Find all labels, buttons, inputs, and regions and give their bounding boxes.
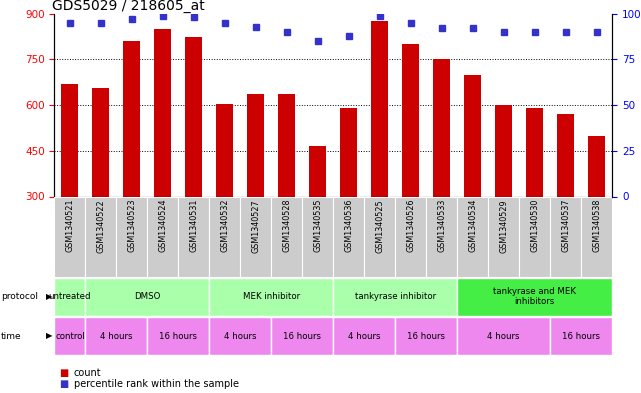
Text: 4 hours: 4 hours [348, 332, 381, 340]
Bar [457, 278, 612, 316]
Text: count: count [74, 367, 101, 378]
Text: GSM1340528: GSM1340528 [282, 199, 292, 252]
Text: ■: ■ [59, 367, 68, 378]
Bar [85, 317, 147, 355]
Text: GSM1340529: GSM1340529 [499, 199, 508, 253]
Bar [124, 41, 140, 196]
Bar [495, 105, 512, 196]
Bar [550, 317, 612, 355]
Text: percentile rank within the sample: percentile rank within the sample [74, 379, 238, 389]
Text: GSM1340534: GSM1340534 [468, 199, 478, 252]
Bar [85, 278, 210, 316]
Bar [310, 146, 326, 196]
Bar [117, 196, 147, 277]
Bar [581, 196, 612, 277]
Text: GSM1340532: GSM1340532 [221, 199, 229, 252]
Text: GSM1340537: GSM1340537 [561, 199, 570, 252]
Text: 16 hours: 16 hours [283, 332, 321, 340]
Text: 4 hours: 4 hours [100, 332, 133, 340]
Text: GSM1340530: GSM1340530 [530, 199, 539, 252]
Text: tankyrase and MEK
inhibitors: tankyrase and MEK inhibitors [493, 287, 576, 307]
Bar [395, 317, 457, 355]
Bar [526, 108, 543, 196]
Text: GSM1340526: GSM1340526 [406, 199, 415, 252]
Bar [185, 37, 203, 197]
Text: time: time [1, 332, 21, 340]
Text: protocol: protocol [1, 292, 38, 301]
Bar [333, 317, 395, 355]
Bar [271, 196, 303, 277]
Text: GSM1340533: GSM1340533 [437, 199, 446, 252]
Bar [488, 196, 519, 277]
Text: ▶: ▶ [46, 292, 53, 301]
Text: control: control [55, 332, 85, 340]
Text: 16 hours: 16 hours [562, 332, 600, 340]
Text: DMSO: DMSO [134, 292, 161, 301]
Bar [217, 104, 233, 196]
Text: 4 hours: 4 hours [224, 332, 256, 340]
Bar [557, 114, 574, 196]
Bar [85, 196, 117, 277]
Text: 4 hours: 4 hours [487, 332, 520, 340]
Bar [403, 44, 419, 196]
Bar [92, 88, 110, 196]
Bar [178, 196, 210, 277]
Bar [210, 278, 333, 316]
Bar [457, 317, 550, 355]
Text: GSM1340524: GSM1340524 [158, 199, 167, 252]
Bar [54, 196, 85, 277]
Bar [588, 136, 605, 196]
Bar [54, 278, 85, 316]
Bar [62, 84, 78, 196]
Text: MEK inhibitor: MEK inhibitor [243, 292, 300, 301]
Text: GSM1340535: GSM1340535 [313, 199, 322, 252]
Bar [364, 196, 395, 277]
Bar [426, 196, 457, 277]
Text: untreated: untreated [49, 292, 91, 301]
Text: GSM1340521: GSM1340521 [65, 199, 74, 252]
Text: GSM1340522: GSM1340522 [96, 199, 106, 253]
Text: 16 hours: 16 hours [160, 332, 197, 340]
Bar [550, 196, 581, 277]
Bar [278, 94, 296, 196]
Text: GSM1340536: GSM1340536 [344, 199, 353, 252]
Bar [210, 317, 271, 355]
Bar [333, 196, 364, 277]
Text: GSM1340531: GSM1340531 [189, 199, 199, 252]
Bar [464, 75, 481, 196]
Bar [433, 59, 450, 196]
Bar [457, 196, 488, 277]
Text: GSM1340527: GSM1340527 [251, 199, 260, 253]
Text: GSM1340525: GSM1340525 [375, 199, 385, 253]
Bar [303, 196, 333, 277]
Bar [54, 317, 85, 355]
Text: tankyrase inhibitor: tankyrase inhibitor [354, 292, 436, 301]
Text: 16 hours: 16 hours [407, 332, 445, 340]
Bar [147, 317, 210, 355]
Text: GSM1340538: GSM1340538 [592, 199, 601, 252]
Bar [247, 94, 264, 196]
Bar [240, 196, 271, 277]
Bar [154, 29, 171, 196]
Bar [395, 196, 426, 277]
Bar [147, 196, 178, 277]
Text: ▶: ▶ [46, 332, 53, 340]
Bar [519, 196, 550, 277]
Text: ■: ■ [59, 379, 68, 389]
Bar [340, 108, 357, 196]
Text: GDS5029 / 218605_at: GDS5029 / 218605_at [52, 0, 204, 13]
Bar [271, 317, 333, 355]
Text: GSM1340523: GSM1340523 [128, 199, 137, 252]
Bar [371, 21, 388, 196]
Bar [210, 196, 240, 277]
Bar [333, 278, 457, 316]
